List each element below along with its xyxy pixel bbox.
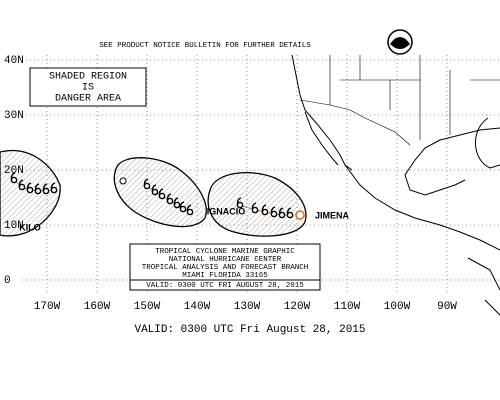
storm-symbol — [26, 186, 34, 194]
storm-symbol — [143, 182, 151, 190]
storm-symbol-tail — [173, 197, 179, 206]
storm-symbol — [166, 197, 174, 205]
storm-symbol — [10, 176, 18, 184]
lon-label: 90W — [437, 301, 457, 313]
storm-symbol — [270, 210, 278, 218]
lat-label: 0 — [4, 275, 11, 287]
lon-label: 160W — [84, 301, 111, 313]
storm-symbol — [278, 211, 286, 219]
storm-symbol-tail — [158, 188, 164, 197]
storm-symbol-tail — [26, 182, 32, 191]
danger-area — [207, 172, 307, 237]
storm-symbol-tail — [251, 202, 257, 211]
storm-symbol-tail — [151, 184, 157, 193]
info-line: TROPICAL ANALYSIS AND FORECAST BRANCH — [142, 264, 309, 272]
noaa-logo — [387, 29, 413, 55]
storm-name: JIMENA — [315, 210, 350, 220]
lon-label: 170W — [34, 301, 61, 313]
info-line: VALID: 0300 UTC FRI AUGUST 28, 2015 — [146, 282, 304, 290]
current-position — [295, 210, 305, 220]
info-line: TROPICAL CYCLONE MARINE GRAPHIC — [155, 248, 295, 256]
storm-symbol — [179, 205, 187, 213]
storm-symbol-tail — [34, 183, 40, 192]
storm-symbol-tail — [179, 201, 185, 210]
storm-symbol — [251, 206, 259, 214]
info-line: MIAMI FLORIDA 33165 — [182, 272, 268, 280]
storm-tracks — [10, 172, 305, 220]
storm-symbol-tail — [286, 207, 292, 216]
notice: SEE PRODUCT NOTICE BULLETIN FOR FURTHER … — [99, 42, 311, 50]
storm-symbol-tail — [166, 193, 172, 202]
info-box — [129, 243, 321, 291]
legend-line: SHADED REGION — [49, 72, 127, 83]
storm-symbol — [151, 188, 159, 196]
storm-symbol-tail — [186, 204, 192, 213]
storm-symbol — [50, 186, 58, 194]
storm-symbol-tail — [278, 207, 284, 216]
legend-box — [29, 67, 147, 107]
lon-label: 120W — [284, 301, 311, 313]
lat-label: 10N — [4, 220, 24, 232]
storm-symbol — [42, 187, 50, 195]
storm-name: KILO — [19, 222, 41, 232]
info-text: TROPICAL CYCLONE MARINE GRAPHICNATIONAL … — [142, 248, 309, 290]
info-line: NATIONAL HURRICANE CENTER — [169, 256, 282, 264]
storm-symbol — [34, 187, 42, 195]
storm-symbol — [158, 192, 166, 200]
valid-time: VALID: 0300 UTC Fri August 28, 2015 — [134, 324, 365, 336]
current-position — [119, 177, 127, 185]
storm-symbol — [261, 208, 269, 216]
legend-line: DANGER AREA — [55, 94, 121, 105]
storm-symbol — [173, 201, 181, 209]
lon-label: 110W — [334, 301, 361, 313]
storm-symbol-tail — [143, 178, 149, 187]
legend-line: IS — [82, 83, 94, 94]
storm-symbol-tail — [50, 182, 56, 191]
lat-label: 40N — [4, 55, 24, 67]
storm-symbol-tail — [18, 179, 24, 188]
lat-label: 20N — [4, 165, 24, 177]
storm-symbol — [286, 211, 294, 219]
storm-symbol-tail — [236, 197, 242, 206]
lon-label: 100W — [384, 301, 411, 313]
storm-symbol — [18, 183, 26, 191]
storm-symbol — [186, 208, 194, 216]
storm-symbol-tail — [261, 204, 267, 213]
lon-label: 150W — [134, 301, 161, 313]
lon-label: 140W — [184, 301, 211, 313]
lat-label: 30N — [4, 110, 24, 122]
storm-symbol-tail — [10, 172, 16, 181]
lon-label: 130W — [234, 301, 261, 313]
coastline — [291, 54, 500, 316]
storm-name: IGNACIO — [207, 206, 246, 216]
storm-symbol-tail — [42, 183, 48, 192]
storm-symbol-tail — [270, 206, 276, 215]
